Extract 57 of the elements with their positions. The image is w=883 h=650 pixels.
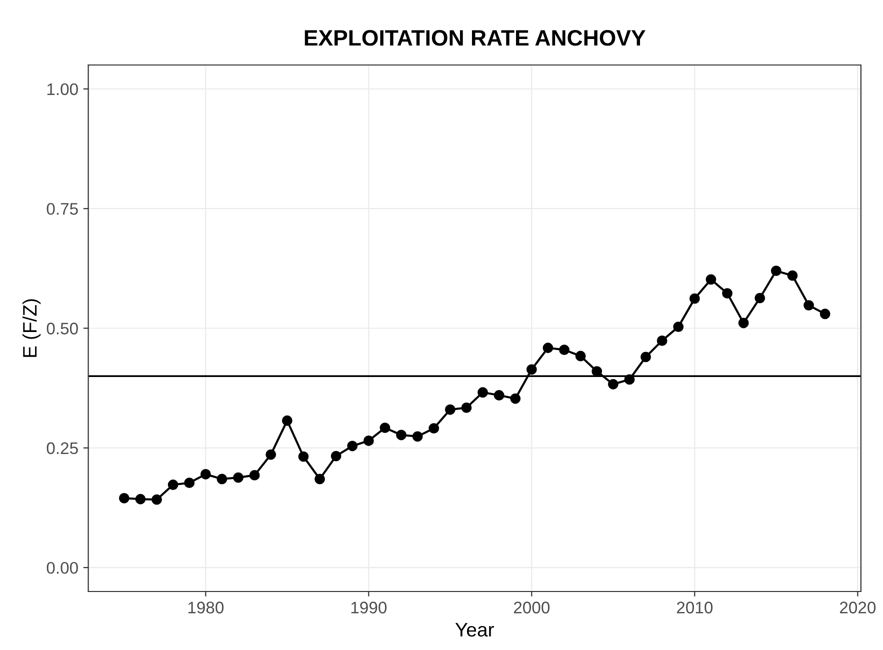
point bbox=[200, 469, 211, 480]
point bbox=[526, 364, 537, 375]
y-tick-label: 1.00 bbox=[47, 83, 78, 96]
point bbox=[216, 474, 228, 484]
point bbox=[624, 374, 635, 385]
point bbox=[673, 322, 684, 332]
point bbox=[444, 404, 456, 415]
y-tick-label: 0.00 bbox=[46, 562, 78, 574]
point bbox=[347, 440, 358, 452]
point bbox=[770, 266, 782, 276]
point bbox=[754, 292, 766, 304]
point bbox=[640, 352, 651, 362]
x-tick-label: 1980 bbox=[188, 602, 224, 614]
x-tick-label: 2010 bbox=[676, 602, 713, 614]
point bbox=[298, 451, 309, 462]
point bbox=[249, 470, 260, 480]
point bbox=[592, 366, 602, 377]
point bbox=[787, 270, 798, 281]
x-tick-label: 2000 bbox=[514, 602, 550, 614]
point bbox=[494, 390, 504, 400]
point bbox=[559, 344, 570, 355]
point bbox=[608, 379, 618, 390]
point bbox=[722, 288, 732, 299]
point bbox=[428, 423, 440, 434]
point bbox=[330, 450, 342, 462]
point bbox=[689, 293, 700, 304]
point bbox=[738, 318, 749, 328]
x-tick-label: 2020 bbox=[840, 602, 876, 614]
chart-title: EXPLOITATION RATE ANCHOVY bbox=[304, 30, 646, 46]
point bbox=[461, 402, 472, 413]
y-tick-label: 0.25 bbox=[46, 442, 78, 454]
x-axis-title: Year bbox=[455, 623, 494, 637]
point bbox=[152, 494, 162, 505]
point bbox=[380, 422, 390, 434]
x-tick-label: 1990 bbox=[351, 602, 387, 614]
y-tick-label: 0.50 bbox=[46, 322, 78, 334]
point bbox=[478, 387, 488, 398]
point bbox=[510, 393, 521, 404]
y-axis-title: E (F/Z) bbox=[22, 299, 41, 357]
point bbox=[184, 478, 195, 488]
point bbox=[804, 300, 814, 310]
point bbox=[820, 308, 830, 320]
y-tick-label: 0.75 bbox=[46, 202, 78, 215]
point bbox=[118, 492, 130, 504]
point bbox=[314, 474, 325, 484]
point bbox=[575, 350, 586, 362]
point bbox=[396, 430, 406, 440]
point bbox=[706, 274, 716, 285]
point bbox=[363, 436, 374, 446]
point bbox=[233, 472, 244, 483]
point bbox=[656, 335, 668, 346]
point bbox=[412, 431, 423, 442]
point bbox=[282, 415, 292, 426]
point bbox=[135, 494, 146, 504]
point bbox=[542, 342, 554, 354]
point bbox=[266, 449, 276, 460]
point bbox=[168, 480, 178, 490]
